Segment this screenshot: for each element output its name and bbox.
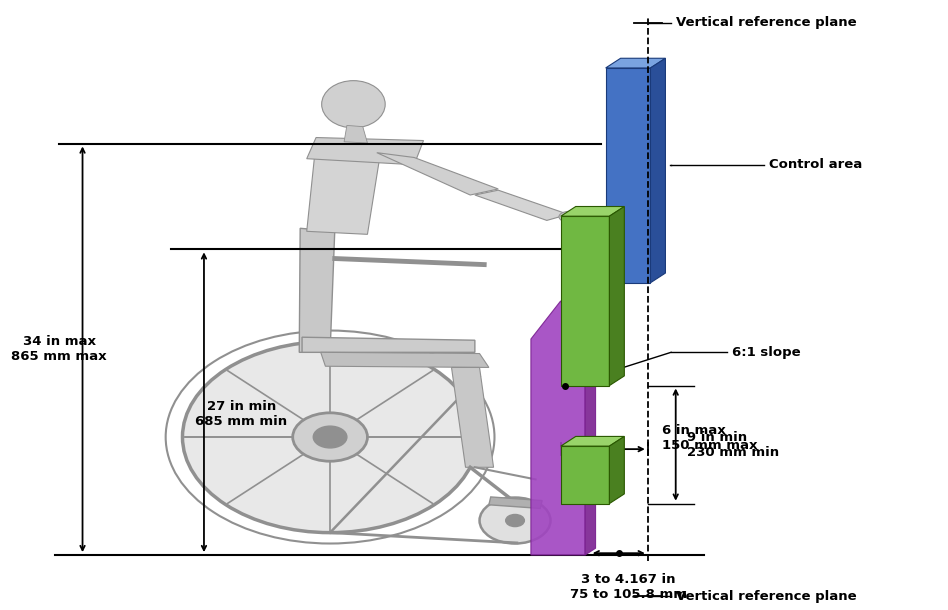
Polygon shape xyxy=(585,357,595,555)
Polygon shape xyxy=(344,126,368,143)
Bar xyxy=(561,446,610,504)
Polygon shape xyxy=(475,190,568,220)
Bar xyxy=(606,68,650,283)
Polygon shape xyxy=(610,436,625,504)
Polygon shape xyxy=(650,59,665,283)
Polygon shape xyxy=(376,152,499,195)
Circle shape xyxy=(313,426,347,448)
Polygon shape xyxy=(320,353,489,367)
Text: Control area: Control area xyxy=(769,158,863,171)
Circle shape xyxy=(505,514,524,526)
Polygon shape xyxy=(307,142,381,234)
Text: 9 in min
230 mm min: 9 in min 230 mm min xyxy=(687,431,779,459)
Polygon shape xyxy=(606,59,665,68)
Text: 27 in min
685 mm min: 27 in min 685 mm min xyxy=(195,400,287,428)
Circle shape xyxy=(293,413,368,461)
Polygon shape xyxy=(302,337,475,353)
Text: 6 in max
150 mm max: 6 in max 150 mm max xyxy=(662,424,757,452)
Polygon shape xyxy=(489,497,542,508)
Ellipse shape xyxy=(321,81,385,128)
Polygon shape xyxy=(610,207,625,386)
Polygon shape xyxy=(307,137,424,165)
Polygon shape xyxy=(561,436,625,446)
Polygon shape xyxy=(300,228,335,353)
Polygon shape xyxy=(531,301,585,555)
Circle shape xyxy=(182,342,478,533)
Text: 3 to 4.167 in
75 to 105.8 mm: 3 to 4.167 in 75 to 105.8 mm xyxy=(570,573,686,601)
Text: 34 in max
865 mm max: 34 in max 865 mm max xyxy=(11,336,107,364)
Polygon shape xyxy=(451,367,494,467)
Text: 6:1 slope: 6:1 slope xyxy=(732,346,800,359)
Circle shape xyxy=(480,498,551,544)
Ellipse shape xyxy=(559,211,579,222)
Text: Vertical reference plane: Vertical reference plane xyxy=(676,590,856,603)
Text: Vertical reference plane: Vertical reference plane xyxy=(676,16,856,29)
Polygon shape xyxy=(561,207,625,216)
Bar xyxy=(561,216,610,386)
